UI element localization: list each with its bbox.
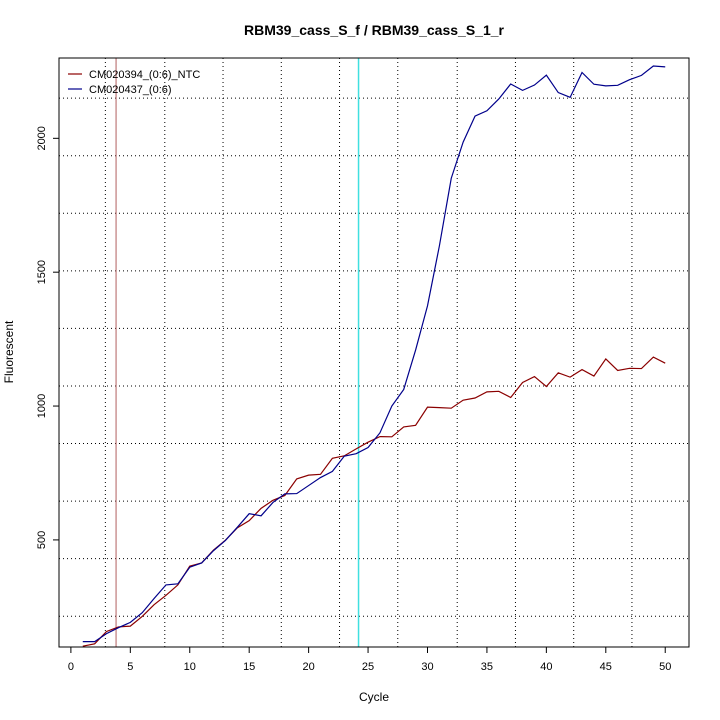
x-tick-label: 10 — [184, 661, 196, 673]
x-tick-label: 50 — [659, 661, 671, 673]
y-tick-label: 2000 — [36, 126, 48, 150]
y-tick-label: 1000 — [36, 394, 48, 418]
legend-label-2: CM020437_(0:6) — [89, 84, 172, 96]
x-tick-label: 15 — [243, 661, 255, 673]
x-tick-label: 0 — [68, 661, 74, 673]
x-tick-label: 30 — [421, 661, 433, 673]
x-tick-label: 35 — [481, 661, 493, 673]
y-tick-label: 1500 — [36, 260, 48, 284]
series-lines — [82, 65, 666, 647]
x-tick-label: 5 — [127, 661, 133, 673]
chart-title: RBM39_cass_S_f / RBM39_cass_S_1_r — [244, 22, 504, 38]
x-axis-label: Cycle — [359, 690, 389, 704]
cycle-markers — [115, 58, 360, 647]
y-axis-label: Fluorescent — [2, 320, 16, 383]
y-tick-label: 500 — [36, 531, 48, 549]
legend-label-1: CM020394_(0:6)_NTC — [89, 69, 200, 81]
x-tick-label: 25 — [362, 661, 374, 673]
legend: CM020394_(0:6)_NTC CM020437_(0:6) — [68, 69, 200, 96]
series-line-2 — [82, 65, 666, 643]
x-axis: 0 5 10 15 20 25 30 35 40 45 50 — [68, 646, 671, 673]
x-tick-label: 40 — [540, 661, 552, 673]
grid-lines — [59, 58, 689, 647]
y-axis: 500 1000 1500 2000 — [36, 126, 60, 549]
x-tick-label: 45 — [600, 661, 612, 673]
x-tick-label: 20 — [302, 661, 314, 673]
